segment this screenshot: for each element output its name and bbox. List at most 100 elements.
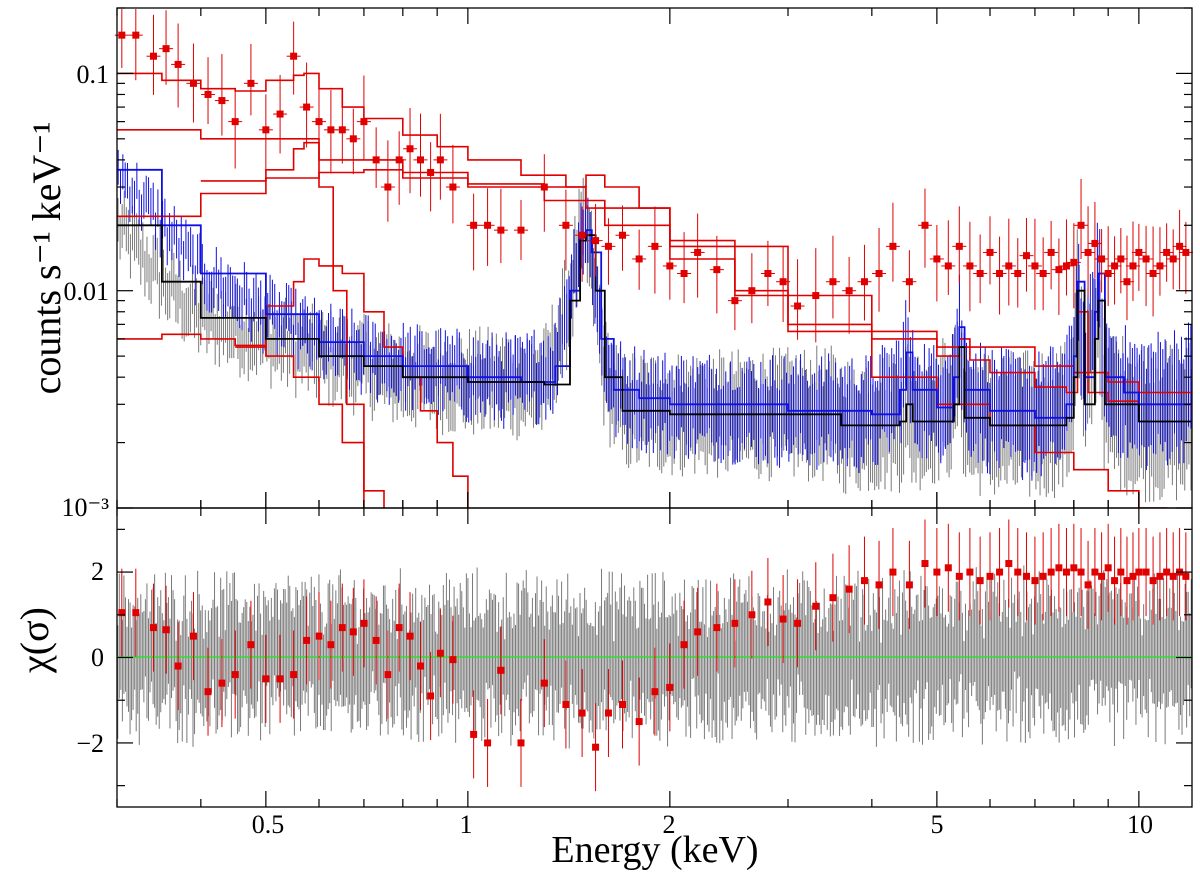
residual-red-marker [1070, 564, 1078, 572]
residual-red-marker [986, 572, 994, 580]
red-data-point [1059, 219, 1074, 296]
red-point-marker [1117, 255, 1125, 263]
red-data-point [1131, 223, 1146, 291]
residual-red-marker [812, 602, 820, 610]
red-point-marker [1163, 248, 1171, 256]
residual-red-point [1005, 519, 1013, 608]
residual-red-point [889, 528, 897, 617]
red-data-point [1051, 238, 1066, 315]
residual-red-marker [1123, 577, 1131, 585]
residual-red-point [748, 570, 756, 659]
red-data-point [709, 235, 724, 314]
red-data-point [311, 77, 326, 159]
red-data-point [228, 89, 243, 169]
red-point-marker [1182, 248, 1190, 256]
red-point-marker [592, 237, 600, 245]
residual-red-marker [1117, 568, 1125, 576]
red-point-marker [218, 97, 226, 105]
residual-red-point [1129, 532, 1137, 621]
x-axis-title: Energy (keV) [551, 829, 758, 871]
y-tick-label-0.1: 0.1 [77, 60, 110, 89]
red-point-marker [436, 156, 444, 164]
residual-red-marker [162, 626, 170, 634]
residual-red-marker [517, 739, 525, 747]
y-axis-title: counts s⁻¹ keV⁻¹ [24, 122, 69, 395]
red-data-point [1152, 227, 1167, 296]
residual-red-point [1149, 536, 1157, 625]
residual-red-marker [604, 709, 612, 717]
residual-red-marker [1091, 568, 1099, 576]
red-data-point [690, 213, 705, 298]
residual-red-marker [1182, 572, 1190, 580]
residual-red-marker [794, 619, 802, 627]
residual-red-point [1117, 528, 1125, 617]
residual-red-point [416, 622, 424, 711]
residual-red-point [497, 626, 505, 715]
red-data-point [346, 108, 361, 175]
residual-red-point [812, 562, 820, 651]
red-data-point [662, 223, 677, 300]
residual-red-marker [713, 624, 721, 632]
red-point-marker [384, 183, 392, 191]
residual-red-marker [860, 577, 868, 585]
residual-red-point [944, 523, 952, 612]
red-point-marker [517, 226, 525, 234]
residual-red-point [427, 651, 435, 740]
red-data-point [632, 229, 647, 290]
residual-red-point [1077, 528, 1085, 617]
y-tick-label-0.01: 0.01 [64, 277, 110, 306]
red-point-marker [395, 156, 403, 164]
residual-red-marker [955, 572, 963, 580]
residual-red-point [1055, 523, 1063, 612]
model-line-2 [117, 169, 1168, 508]
red-point-marker [1111, 262, 1119, 270]
residual-red-point [262, 634, 270, 723]
residual-red-marker [651, 688, 659, 696]
residual-red-point [966, 528, 974, 617]
residual-red-marker [1098, 572, 1106, 580]
red-data-point [1036, 237, 1051, 311]
red-data-point [1019, 218, 1034, 292]
residual-red-marker [905, 581, 913, 589]
red-data-point [929, 225, 944, 302]
residual-red-point [875, 540, 883, 629]
residual-red-marker [1104, 564, 1112, 572]
residual-red-point [635, 677, 643, 766]
red-point-marker [189, 79, 197, 87]
residual-red-marker [327, 641, 335, 649]
residual-red-point [986, 532, 994, 621]
residual-red-marker [944, 564, 952, 572]
residual-red-point [327, 600, 335, 689]
red-data-point [323, 90, 338, 174]
red-data-point [159, 10, 174, 85]
residual-red-marker [174, 662, 182, 670]
residual-red-point [247, 600, 255, 689]
red-point-marker [1149, 270, 1157, 278]
red-data-point [1087, 201, 1102, 278]
red-data-point [1066, 223, 1081, 309]
residual-red-point [764, 557, 772, 646]
red-data-point [273, 74, 288, 154]
red-point-marker [1098, 255, 1106, 263]
residual-red-marker [1022, 572, 1030, 580]
red-point-marker [1104, 270, 1112, 278]
red-point-marker [1169, 255, 1177, 263]
residual-red-marker [1014, 568, 1022, 576]
residual-red-marker [1077, 568, 1085, 576]
red-point-marker [1123, 278, 1131, 286]
residual-red-marker [933, 568, 941, 576]
residual-red-point [290, 630, 298, 719]
red-point-marker [905, 278, 913, 286]
red-point-marker [484, 221, 492, 229]
red-point-marker [955, 242, 963, 250]
residual-red-point [1156, 532, 1164, 621]
residual-red-marker [484, 739, 492, 747]
residual-red-marker [427, 692, 435, 700]
residual-red-point [1014, 528, 1022, 617]
residual-red-point [955, 532, 963, 621]
model-line-7 [117, 224, 1192, 427]
residual-red-point [578, 669, 586, 758]
residual-red-point [218, 639, 226, 728]
red-data-point [146, 14, 161, 95]
residual-red-marker [372, 636, 380, 644]
